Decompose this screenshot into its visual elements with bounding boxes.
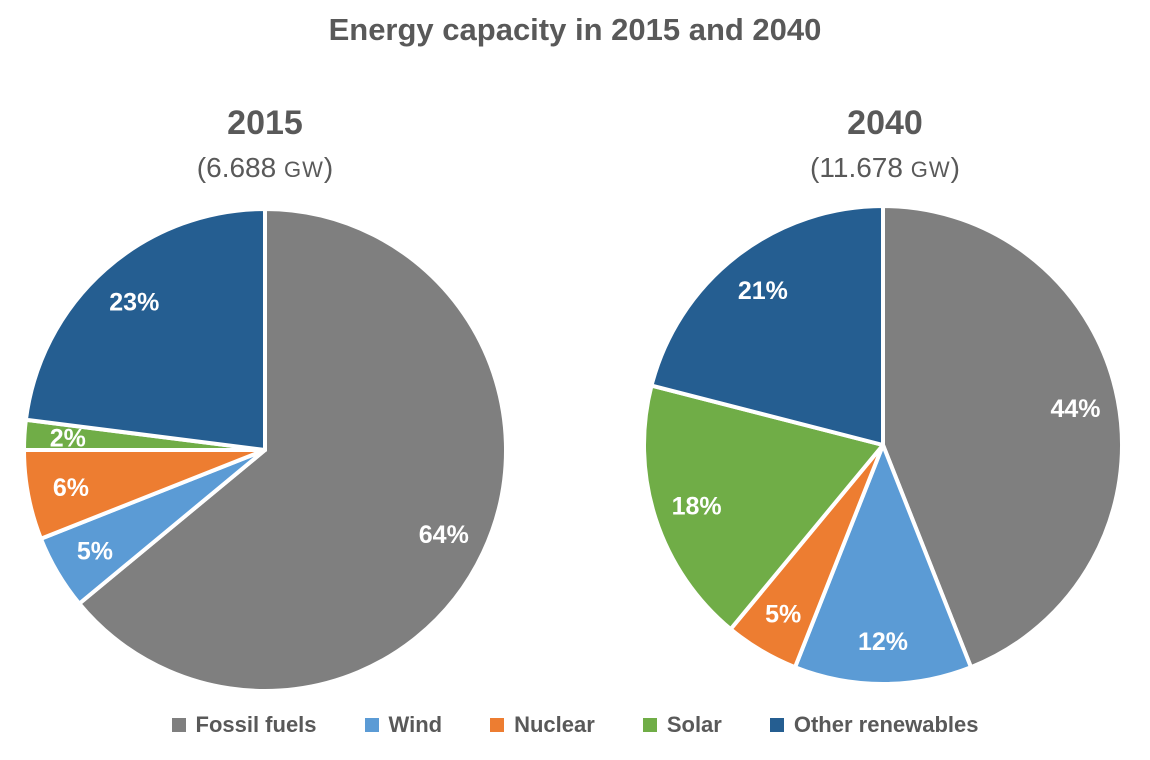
pie-2015-subtitle-unit: GW [283, 157, 324, 182]
legend-swatch-solar [642, 718, 657, 732]
pie-2015-subtitle-close: ) [323, 152, 334, 183]
pie-2040-slice-fossil-fuels [881, 204, 1124, 670]
chart-title: Energy capacity in 2015 and 2040 [328, 12, 822, 47]
pie-2015-label-wind: 5% [77, 537, 113, 565]
legend-label-nuclear: Nuclear [514, 712, 595, 737]
legend-label-other-renewables: Other renewables [793, 712, 979, 737]
pie-2040-subtitle-unit: GW [910, 157, 951, 182]
pie-2015-subtitle-value: (6.688 [196, 152, 284, 183]
pie-2015-heading: 2015 [227, 104, 303, 142]
pie-2015-label-solar: 2% [50, 424, 86, 452]
legend-item-fossil-fuels: Fossil fuels [171, 712, 317, 738]
chart-legend: Fossil fuels Wind Nuclear Solar Other renewa… [0, 712, 1150, 738]
legend-label-solar: Solar [666, 712, 722, 737]
pie-2015-label-fossil-fuels: 64% [419, 521, 469, 549]
pie-2040-subtitle-value: (11.678 [810, 152, 911, 183]
legend-swatch-fossil-fuels [171, 718, 186, 732]
legend-item-wind: Wind [364, 712, 443, 738]
pie-2015-slice-fossil-fuels [77, 207, 508, 693]
pie-2015-subtitle: (6.688 GW) [25, 152, 505, 184]
legend-label-fossil-fuels: Fossil fuels [195, 712, 317, 737]
pie-2015-label-nuclear: 6% [53, 474, 89, 502]
legend-swatch-wind [364, 718, 379, 732]
pie-2040-heading: 2040 [847, 104, 923, 142]
legend-label-wind: Wind [388, 712, 443, 737]
pie-chart-2015: 64% 5% 6% 2% 23% [22, 207, 508, 693]
legend-item-nuclear: Nuclear [490, 712, 595, 738]
pie-2040-label-fossil-fuels: 44% [1050, 395, 1100, 423]
pie-2040-subtitle: (11.678 GW) [645, 152, 1125, 184]
legend-swatch-nuclear [490, 718, 505, 732]
legend-swatch-other-renewables [769, 718, 784, 732]
pie-2040-subtitle-close: ) [950, 152, 960, 183]
pie-2040-label-other-renewables: 21% [738, 277, 788, 305]
pie-chart-2040: 44% 12% 5% 18% 21% [642, 204, 1124, 687]
pie-2015-label-other-renewables: 23% [109, 289, 159, 317]
pie-2015-slice-other-renewables [23, 207, 267, 452]
pie-2040-slice-solar [642, 383, 885, 632]
legend-item-other-renewables: Other renewables [769, 712, 979, 738]
legend-item-solar: Solar [642, 712, 722, 738]
pie-2040-slice-wind [793, 443, 973, 687]
pie-2040-label-wind: 12% [858, 628, 908, 656]
pie-2040-slice-other-renewables [649, 204, 885, 447]
pie-2040-label-nuclear: 5% [765, 600, 801, 628]
pie-2040-label-solar: 18% [672, 492, 722, 520]
